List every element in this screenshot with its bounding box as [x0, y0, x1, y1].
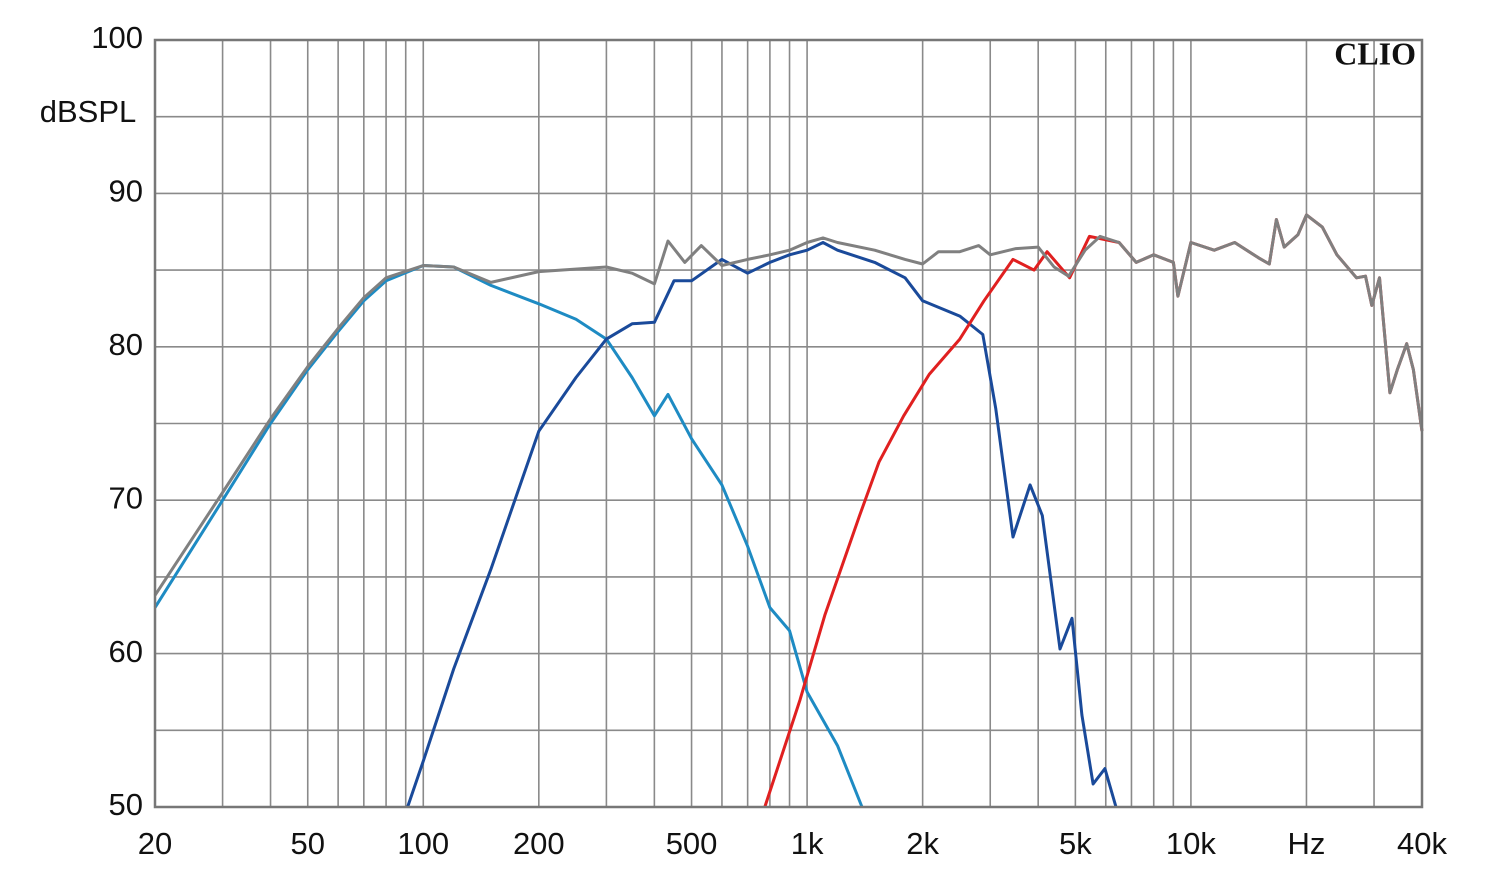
x-tick-label: 200 — [513, 826, 565, 861]
x-tick-label: 100 — [397, 826, 449, 861]
y-tick-label: 60 — [109, 634, 143, 669]
response-curve — [406, 241, 1118, 808]
response-curve — [153, 213, 1424, 597]
y-tick-label: 80 — [109, 327, 143, 362]
tick-labels: 20 50 100 200 500 1k 2k 5k 10k Hz 40k 50 60 70 80 90 100 — [91, 20, 1447, 861]
x-tick-label: 500 — [666, 826, 718, 861]
x-tick-label: Hz — [1288, 826, 1326, 861]
y-tick-label: 50 — [109, 787, 143, 822]
plot-frame — [153, 38, 1424, 809]
x-tick-label: 5k — [1059, 826, 1092, 861]
x-tick-label: 50 — [290, 826, 324, 861]
x-tick-label: 2k — [906, 826, 939, 861]
watermark: CLIO — [1334, 35, 1416, 71]
y-tick-label: 70 — [109, 480, 143, 515]
x-tick-label: 1k — [791, 826, 824, 861]
y-tick-label: 100 — [91, 20, 143, 55]
y-tick-label: 90 — [109, 174, 143, 209]
x-tick-label: 20 — [138, 826, 172, 861]
plot-lines — [153, 213, 1424, 808]
x-tick-label: 40k — [1397, 826, 1447, 861]
y-axis-label: dBSPL — [40, 94, 137, 129]
response-curve — [153, 264, 864, 808]
x-tick-label: 10k — [1166, 826, 1216, 861]
